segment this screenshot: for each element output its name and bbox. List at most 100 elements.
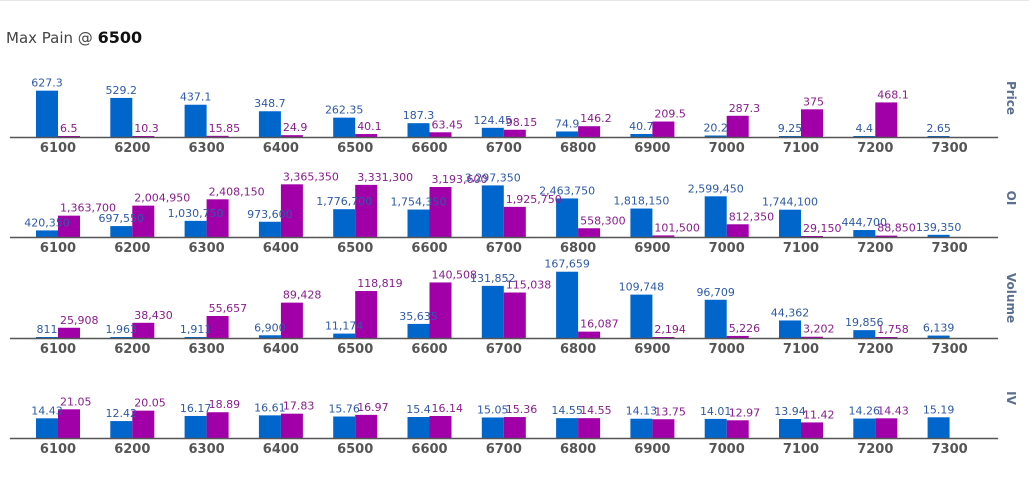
price-tick-label: 6400 [263, 141, 299, 156]
volume-data-label-put: 89,428 [283, 289, 322, 302]
volume-data-label-put: 5,226 [729, 322, 761, 335]
iv-bar-call [407, 417, 430, 438]
price-bar-put [801, 109, 823, 137]
oi-tick-label: 6400 [263, 241, 299, 256]
iv-tick-label: 6700 [486, 442, 522, 457]
oi-bar-put [875, 235, 898, 237]
volume-tick-label: 7200 [857, 342, 893, 357]
max-pain-header: Max Pain @ 6500 [6, 28, 142, 47]
iv-data-label-put: 12.97 [729, 406, 761, 419]
price-bar-put [355, 134, 378, 137]
price-data-label-call: 40.7 [629, 120, 654, 133]
volume-data-label-put: 115,038 [506, 279, 552, 292]
oi-bar-put [355, 184, 378, 237]
iv-tick-label: 7100 [783, 442, 819, 457]
oi-bar-put [132, 205, 155, 237]
iv-data-label-call: 14.43 [31, 404, 63, 417]
price-data-label-call: 529.2 [106, 84, 138, 97]
iv-bar-put [132, 410, 155, 438]
iv-bar-put [355, 414, 378, 438]
oi-data-label-put: 88,850 [877, 222, 916, 235]
iv-bar-put [875, 418, 898, 438]
oi-bar-call [407, 209, 430, 237]
iv-data-label-put: 13.75 [654, 405, 686, 418]
iv-data-label-call: 15.05 [477, 403, 509, 416]
price-bar-put [652, 121, 675, 137]
oi-data-label-call: 139,350 [916, 221, 962, 234]
volume-tick-label: 6500 [337, 342, 373, 357]
iv-bar-put [429, 415, 452, 438]
oi-bar-put [801, 236, 823, 237]
volume-data-label-call: 19,856 [845, 316, 884, 329]
iv-data-label-call: 16.17 [180, 402, 212, 415]
price-data-label-put: 15.85 [209, 122, 241, 135]
volume-bar-call [110, 337, 133, 338]
volume-bar-put [503, 292, 526, 338]
oi-data-label-call: 444,700 [842, 216, 888, 229]
oi-data-label-call: 973,600 [247, 208, 293, 221]
volume-data-label-put: 16,087 [580, 318, 619, 331]
price-tick-label: 6300 [189, 141, 225, 156]
oi-tick-label: 7000 [709, 241, 745, 256]
iv-data-label-call: 14.13 [626, 405, 658, 418]
top-divider [0, 0, 1029, 1]
price-data-label-put: 209.5 [654, 108, 686, 121]
volume-data-label-call: 131,852 [470, 272, 516, 285]
volume-bar-put [355, 291, 378, 338]
oi-bar-call [258, 221, 281, 237]
oi-data-label-put: 3,331,300 [357, 171, 413, 184]
volume-data-label-call: 109,748 [619, 281, 665, 294]
price-bar-call [110, 97, 133, 137]
price-data-label-put: 375 [803, 95, 824, 108]
volume-bar-put [429, 282, 452, 338]
iv-bar-call [556, 418, 579, 438]
oi-data-label-call: 1,818,150 [613, 195, 669, 208]
iv-data-label-put: 14.55 [580, 404, 612, 417]
volume-data-label-call: 167,659 [544, 258, 590, 271]
oi-bar-call [184, 220, 207, 237]
oi-bar-put [429, 187, 452, 237]
oi-data-label-put: 812,350 [729, 210, 775, 223]
price-data-label-call: 262.35 [325, 104, 364, 117]
volume-bar-call [407, 323, 430, 338]
volume-tick-label: 6300 [189, 342, 225, 357]
volume-tick-label: 6700 [486, 342, 522, 357]
iv-tick-label: 6900 [634, 442, 670, 457]
oi-data-label-call: 1,744,100 [762, 196, 818, 209]
price-data-label-call: 4.4 [856, 122, 874, 135]
volume-data-label-put: 38,430 [134, 309, 173, 322]
iv-bar-call [630, 418, 653, 438]
oi-data-label-call: 1,754,350 [391, 196, 447, 209]
iv-tick-label: 6600 [411, 442, 447, 457]
price-data-label-call: 9.25 [778, 122, 803, 135]
volume-bar-put [875, 337, 898, 338]
iv-data-label-call: 13.94 [774, 405, 806, 418]
oi-bar-call [704, 196, 727, 237]
iv-data-label-put: 20.05 [134, 397, 166, 410]
price-bar-call [853, 136, 876, 137]
price-tick-label: 6800 [560, 141, 596, 156]
price-bar-call [36, 90, 58, 137]
price-data-label-put: 10.3 [134, 122, 159, 135]
price-data-label-put: 6.5 [60, 122, 78, 135]
volume-bar-put [58, 327, 80, 338]
oi-data-label-put: 1,925,750 [506, 193, 562, 206]
oi-panel-label: OI [1004, 191, 1018, 206]
oi-data-label-put: 1,363,700 [60, 202, 116, 215]
volume-tick-label: 6600 [411, 342, 447, 357]
price-data-label-call: 437.1 [180, 91, 212, 104]
price-bar-call [184, 104, 207, 137]
volume-bar-call [927, 335, 950, 338]
volume-data-label-put: 55,657 [209, 302, 248, 315]
price-bar-put [429, 132, 452, 137]
price-bar-call [481, 127, 504, 137]
iv-bar-put [578, 418, 601, 438]
iv-data-label-call: 14.01 [700, 405, 732, 418]
iv-bar-put [503, 417, 526, 438]
oi-data-label-call: 3,297,350 [465, 171, 521, 184]
price-tick-label: 6200 [114, 141, 150, 156]
price-bar-call [630, 133, 653, 137]
oi-bar-call [779, 209, 801, 237]
price-data-label-put: 468.1 [877, 88, 909, 101]
oi-bar-call [556, 198, 579, 237]
